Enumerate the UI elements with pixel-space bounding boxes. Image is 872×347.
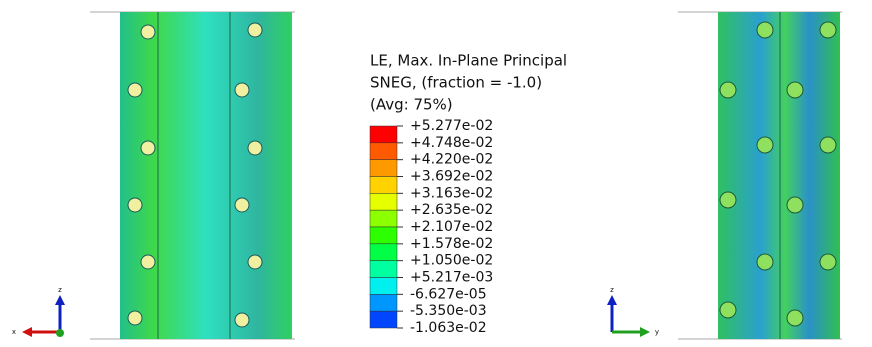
legend-title: (Avg: 75%) xyxy=(370,96,453,114)
axis-label: z xyxy=(58,286,62,294)
color-band xyxy=(369,310,398,329)
color-band xyxy=(369,125,398,144)
legend-label: +4.748e-02 xyxy=(410,135,493,151)
axis-label: z xyxy=(610,286,614,294)
legend-label: -6.627e-05 xyxy=(410,286,487,302)
color-band xyxy=(369,142,398,160)
legend-label: +2.107e-02 xyxy=(410,219,493,235)
color-band xyxy=(369,260,398,278)
triad-right: z y xyxy=(607,286,659,337)
color-band xyxy=(369,243,398,261)
legend-label: +4.220e-02 xyxy=(410,152,493,168)
legend-label: +5.217e-03 xyxy=(410,270,493,286)
color-band xyxy=(369,226,398,245)
legend-label: +3.163e-02 xyxy=(410,185,493,201)
color-band xyxy=(369,209,398,228)
legend-label: -1.063e-02 xyxy=(410,320,487,336)
color-band xyxy=(369,294,398,312)
legend-label: +2.635e-02 xyxy=(410,202,493,218)
left-model xyxy=(90,11,295,340)
legend-label: +3.692e-02 xyxy=(410,169,493,185)
color-band xyxy=(369,176,398,194)
color-band xyxy=(369,193,398,211)
legend-title: LE, Max. In-Plane Principal xyxy=(370,52,567,70)
legend-label: +1.050e-02 xyxy=(410,253,493,269)
legend-label: +5.277e-02 xyxy=(410,118,493,134)
triad-left: z x xyxy=(12,286,65,337)
legend: LE, Max. In-Plane Principal SNEG, (fracti… xyxy=(369,52,567,336)
color-band xyxy=(369,159,398,177)
axis-label: y xyxy=(655,328,659,336)
legend-title: SNEG, (fraction = -1.0) xyxy=(370,74,542,92)
right-model xyxy=(678,11,842,340)
legend-label: -5.350e-03 xyxy=(410,303,487,319)
axis-label: x xyxy=(12,328,16,336)
color-band xyxy=(369,277,398,295)
legend-label: +1.578e-02 xyxy=(410,236,493,252)
